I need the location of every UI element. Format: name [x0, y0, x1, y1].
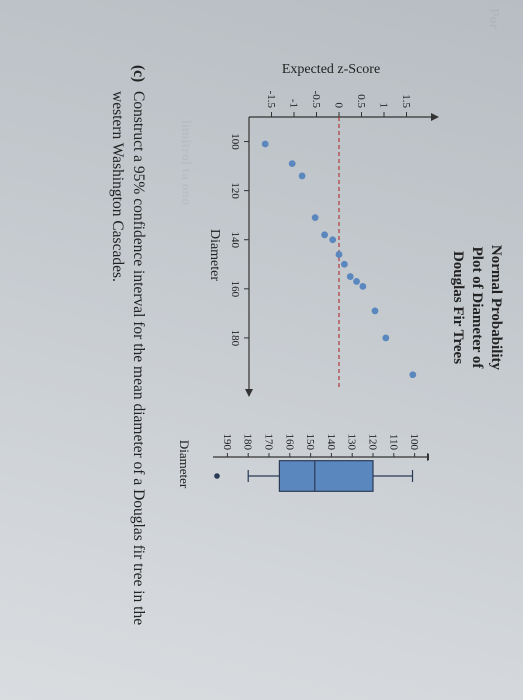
- question-label: (c): [106, 65, 148, 91]
- svg-text:190: 190: [221, 434, 233, 451]
- normal-probability-plot: Expected z-Score -1.5 -1 -0.5 0 0.5 1 1.5 100 12…: [224, 65, 439, 405]
- svg-text:130: 130: [345, 434, 357, 451]
- svg-text:1: 1: [377, 103, 389, 109]
- title-line-1: Normal Probability: [486, 65, 505, 550]
- boxplot-title: Diameter: [176, 433, 192, 495]
- svg-text:1.5: 1.5: [400, 94, 412, 108]
- question-c: (c) Construct a 95% confidence interval …: [106, 65, 148, 670]
- title-line-3: Douglas Fir Trees: [449, 65, 468, 550]
- svg-text:100: 100: [229, 133, 241, 150]
- svg-text:140: 140: [325, 434, 337, 451]
- svg-text:150: 150: [304, 434, 316, 451]
- svg-text:180: 180: [229, 330, 241, 347]
- svg-text:140: 140: [229, 231, 241, 248]
- svg-text:180: 180: [241, 434, 253, 451]
- x-axis-title: Diameter: [206, 105, 222, 405]
- svg-text:170: 170: [262, 434, 274, 451]
- bg-smudge: Por: [485, 8, 501, 30]
- chart-row: Expected z-Score -1.5 -1 -0.5 0 0.5 1 1.5 100 12…: [176, 65, 439, 670]
- y-axis-title: Expected z-Score: [282, 62, 380, 78]
- svg-text:120: 120: [366, 434, 378, 451]
- chart-title: Normal Probability Plot of Diameter of D…: [449, 65, 505, 670]
- svg-text:120: 120: [229, 182, 241, 199]
- box-plot: 100 110 120 130 140 150 160 170 180 190 Diameter: [176, 433, 429, 495]
- svg-text:-1.5: -1.5: [265, 91, 277, 109]
- question-text: Construct a 95% confidence interval for …: [106, 91, 148, 670]
- svg-text:100: 100: [408, 434, 420, 451]
- boxplot-svg: 100 110 120 130 140 150 160 170 180 190: [199, 433, 429, 495]
- svg-text:0.5: 0.5: [355, 94, 367, 108]
- svg-text:110: 110: [387, 434, 399, 451]
- svg-text:160: 160: [283, 434, 295, 451]
- title-line-2: Plot of Diameter of: [468, 65, 487, 550]
- page: Por limitrol ta ono Normal Probability P…: [0, 0, 523, 700]
- svg-text:-1: -1: [287, 99, 299, 108]
- svg-text:-0.5: -0.5: [310, 91, 322, 109]
- svg-text:0: 0: [332, 103, 344, 109]
- svg-text:160: 160: [229, 281, 241, 298]
- scatter-svg: -1.5 -1 -0.5 0 0.5 1 1.5 100 120 140 160 180: [224, 65, 439, 405]
